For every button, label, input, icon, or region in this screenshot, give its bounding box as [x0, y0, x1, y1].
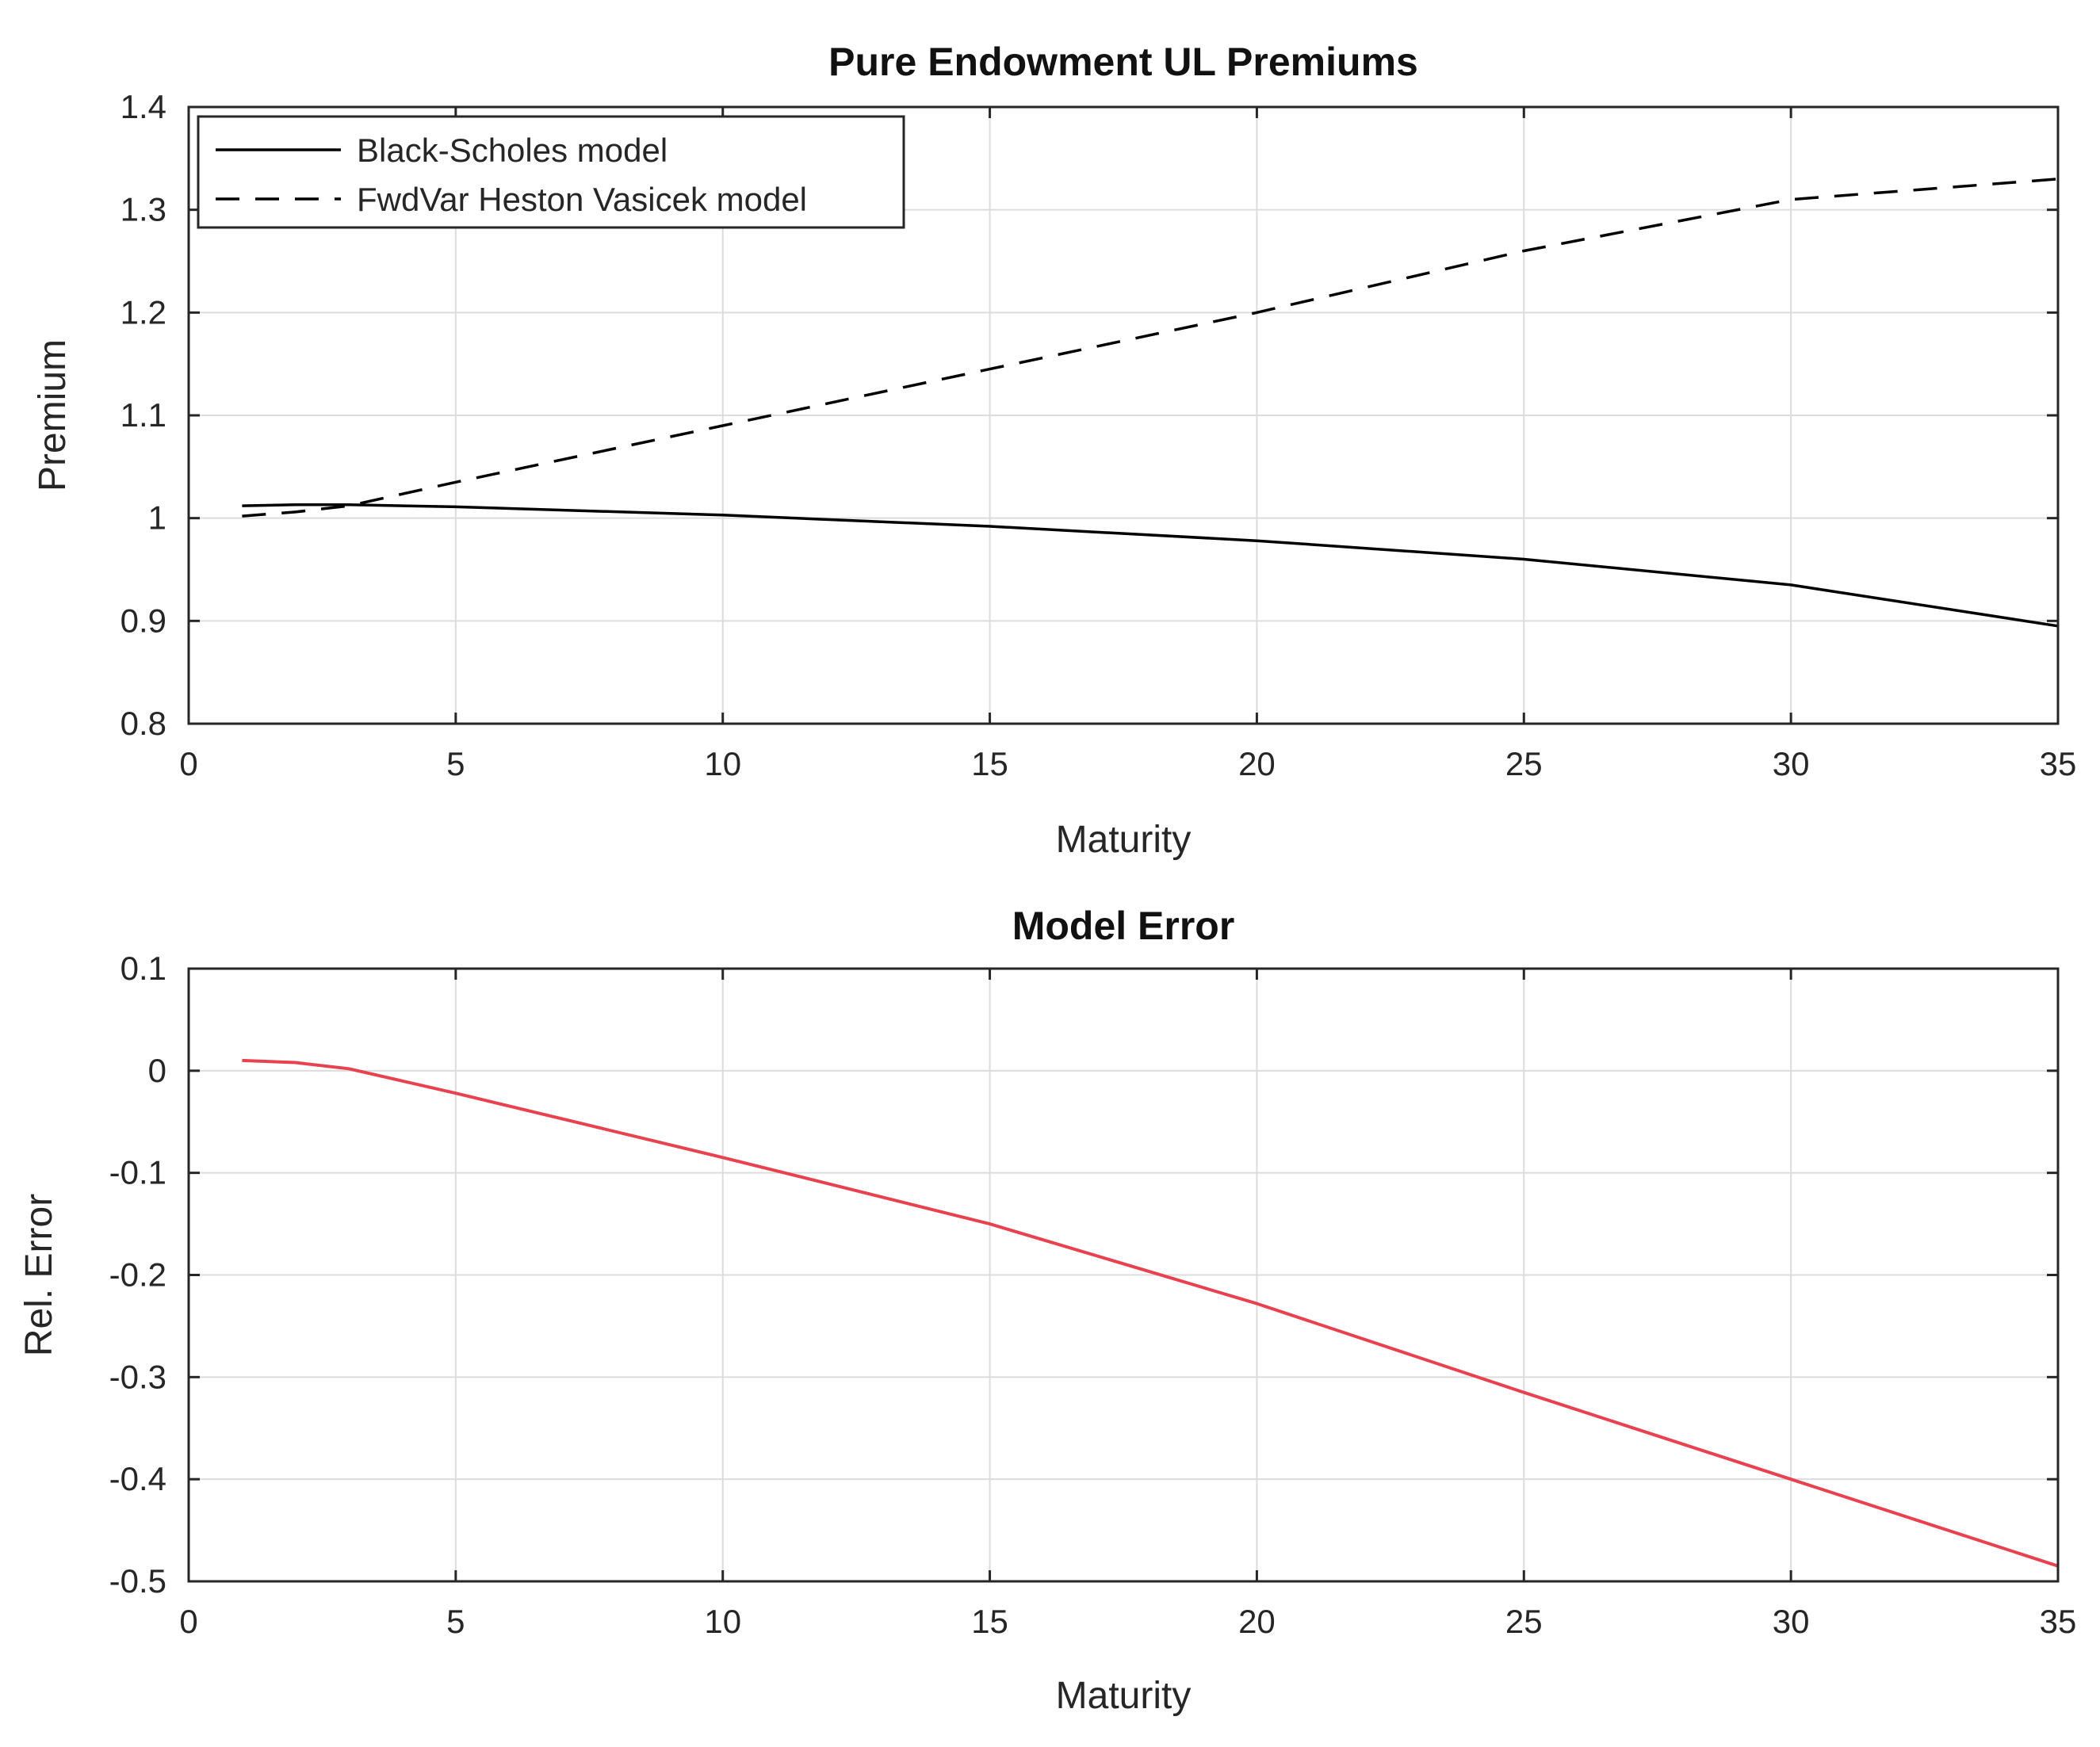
- y-axis-label: Rel. Error: [18, 1194, 60, 1356]
- x-tick-label: 35: [2040, 1603, 2077, 1640]
- y-tick-label: 1.2: [120, 293, 166, 331]
- x-tick-label: 35: [2040, 745, 2077, 782]
- y-tick-label: -0.2: [109, 1256, 166, 1294]
- y-tick-label: 1.1: [120, 396, 166, 434]
- y-tick-label: -0.4: [109, 1460, 166, 1497]
- legend: Black-Scholes model FwdVar Heston Vasicek…: [197, 115, 905, 229]
- chart-title: Model Error: [1012, 904, 1235, 948]
- y-tick-label: -0.1: [109, 1154, 166, 1191]
- y-axis-label: Premium: [32, 339, 74, 491]
- y-tick-label: 0.8: [120, 705, 166, 742]
- y-tick-label: 1.4: [120, 88, 166, 125]
- y-tick-label: 0.9: [120, 602, 166, 639]
- legend-box: [197, 115, 905, 229]
- y-tick-label: 1.3: [120, 191, 166, 228]
- x-tick-label: 20: [1238, 745, 1276, 782]
- x-axis-label: Maturity: [1056, 1675, 1192, 1717]
- y-tick-label: 0.1: [120, 950, 166, 987]
- chart-title: Pure Endowment UL Premiums: [828, 40, 1418, 84]
- x-tick-label: 30: [1773, 745, 1810, 782]
- series-line-1: [242, 178, 2059, 518]
- legend-label-1: FwdVar Heston Vasicek model: [357, 181, 807, 218]
- x-tick-label: 30: [1773, 1603, 1810, 1640]
- legend-label-0: Black-Scholes model: [357, 132, 667, 169]
- y-tick-label: -0.5: [109, 1562, 166, 1600]
- x-tick-label: 10: [704, 745, 741, 782]
- y-tick-label: 0: [148, 1052, 166, 1089]
- x-tick-label: 15: [971, 1603, 1008, 1640]
- x-tick-label: 5: [446, 745, 465, 782]
- series-line-0: [242, 1058, 2059, 1568]
- x-tick-label: 10: [704, 1603, 741, 1640]
- x-tick-label: 0: [179, 1603, 197, 1640]
- y-tick-label: -0.3: [109, 1358, 166, 1395]
- x-tick-label: 25: [1505, 1603, 1543, 1640]
- y-tick-label: 1: [148, 499, 166, 537]
- model-error-panel: 0 5 10 15 20 25 30 35 -0.5 -0.4 -0.3 -0.2 -0.1 0 0.1 Mo…: [18, 904, 2076, 1717]
- x-tick-label: 20: [1238, 1603, 1276, 1640]
- x-tick-label: 25: [1505, 745, 1543, 782]
- x-tick-label: 5: [446, 1603, 465, 1640]
- x-axis-label: Maturity: [1056, 819, 1192, 861]
- x-tick-label: 0: [179, 745, 197, 782]
- x-tick-label: 15: [971, 745, 1008, 782]
- series-line-0: [242, 503, 2059, 628]
- premiums-panel: 0 5 10 15 20 25 30 35 0.8 0.9 1 1.1 1.2 1.3 1.4 Pure En…: [32, 40, 2076, 861]
